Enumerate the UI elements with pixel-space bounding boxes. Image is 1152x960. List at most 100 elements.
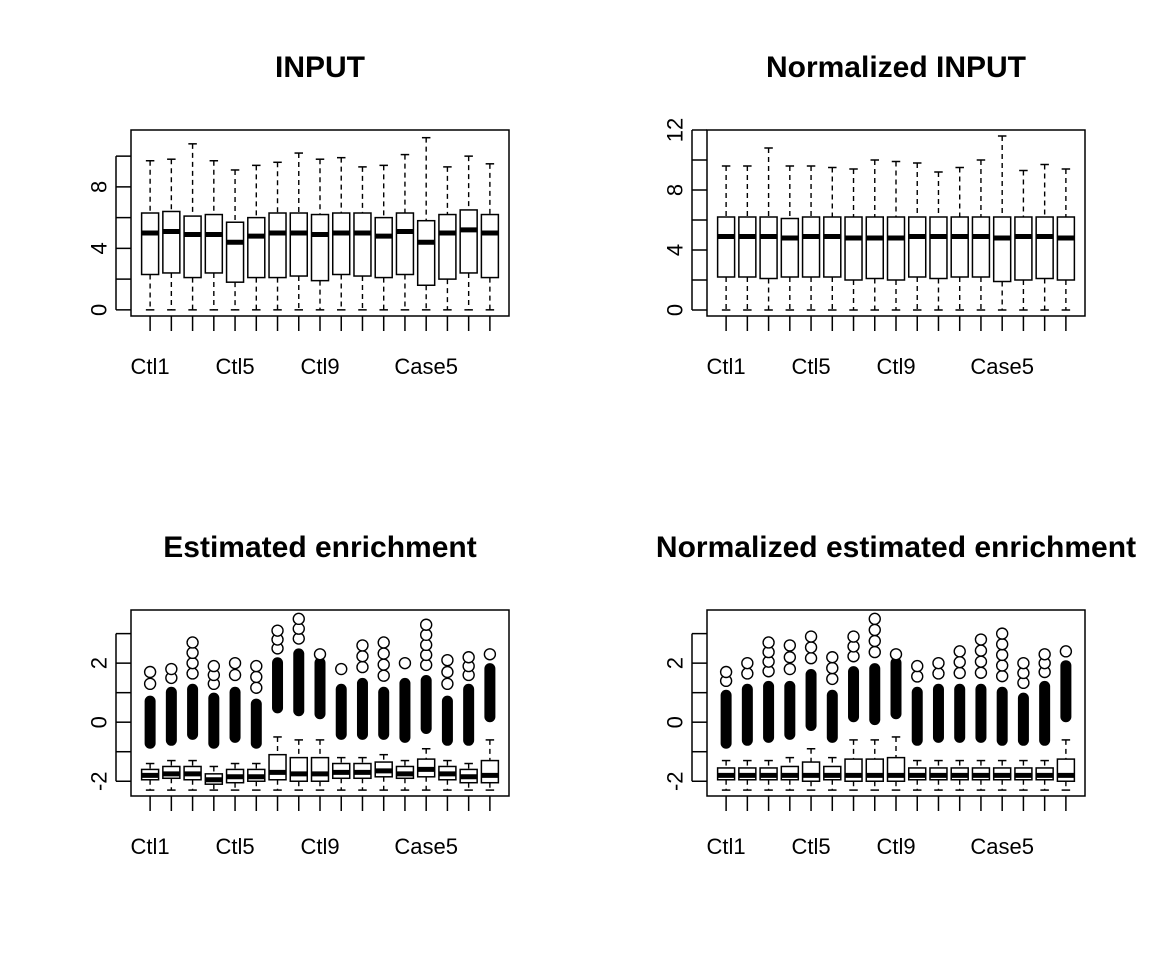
box bbox=[459, 651, 478, 791]
box-body bbox=[310, 756, 330, 782]
y-tick-label: 0 bbox=[663, 716, 688, 728]
outlier-band bbox=[463, 683, 475, 746]
y-tick-label: 2 bbox=[87, 657, 112, 669]
outlier-point bbox=[377, 658, 390, 671]
outlier-band bbox=[741, 683, 753, 746]
box bbox=[823, 166, 842, 311]
y-tick-label: 8 bbox=[663, 184, 688, 196]
box-body bbox=[1014, 216, 1033, 281]
x-tick-label: Ctl1 bbox=[131, 354, 170, 379]
outlier-point bbox=[804, 652, 818, 665]
outlier-point bbox=[165, 662, 178, 676]
outlier-band bbox=[1017, 692, 1029, 746]
outlier-point bbox=[335, 662, 348, 676]
x-tick-label: Ctl5 bbox=[791, 354, 830, 379]
box bbox=[716, 165, 736, 311]
outlier-band bbox=[1039, 680, 1051, 746]
x-tick-label: Ctl1 bbox=[707, 354, 746, 379]
outlier-point bbox=[377, 647, 390, 660]
x-tick-label: Ctl9 bbox=[300, 834, 339, 859]
outlier-point bbox=[143, 677, 157, 691]
outlier-band bbox=[805, 669, 817, 732]
outlier-point bbox=[356, 650, 369, 663]
box bbox=[416, 136, 436, 311]
outlier-point bbox=[441, 653, 454, 667]
outlier-point bbox=[271, 624, 284, 637]
y-tick-label: 8 bbox=[87, 181, 112, 193]
box-body bbox=[759, 216, 778, 280]
box-body bbox=[395, 212, 415, 276]
outlier-band bbox=[144, 695, 156, 749]
box bbox=[204, 159, 224, 311]
x-tick-label: Case5 bbox=[394, 354, 458, 379]
box bbox=[225, 169, 245, 311]
outlier-point bbox=[143, 665, 157, 679]
outlier-band bbox=[208, 692, 220, 749]
outlier-band bbox=[1060, 660, 1072, 723]
box-body bbox=[929, 216, 948, 280]
outlier-band bbox=[784, 680, 796, 740]
box bbox=[374, 636, 393, 791]
box bbox=[289, 152, 309, 311]
box bbox=[438, 653, 457, 791]
outlier-band bbox=[911, 686, 923, 746]
outlier-point bbox=[995, 627, 1009, 640]
box bbox=[395, 656, 415, 791]
box-body bbox=[480, 759, 500, 784]
box-body bbox=[865, 216, 885, 280]
outlier-point bbox=[974, 644, 988, 657]
x-tick-label: Case5 bbox=[970, 834, 1034, 859]
outlier-point bbox=[462, 651, 475, 664]
box-body bbox=[971, 216, 991, 278]
y-tick-label: 2 bbox=[663, 657, 688, 669]
outlier-point bbox=[932, 667, 945, 680]
box bbox=[331, 662, 351, 791]
outlier-point bbox=[847, 630, 860, 643]
box-body bbox=[374, 216, 393, 279]
outlier-band bbox=[187, 683, 199, 740]
box-body bbox=[268, 753, 287, 781]
box bbox=[459, 155, 478, 311]
outlier-band bbox=[165, 686, 177, 746]
box bbox=[971, 159, 991, 311]
outlier-point bbox=[186, 636, 199, 649]
box bbox=[247, 164, 266, 311]
box-body bbox=[459, 209, 478, 274]
outlier-point bbox=[250, 670, 263, 684]
box-body bbox=[331, 212, 351, 276]
outlier-point bbox=[356, 639, 369, 652]
box bbox=[374, 164, 393, 311]
outlier-point bbox=[719, 665, 733, 679]
box bbox=[480, 648, 500, 791]
y-tick-label: 4 bbox=[87, 242, 112, 254]
outlier-point bbox=[953, 666, 966, 680]
outlier-band bbox=[441, 695, 453, 746]
outlier-band bbox=[335, 683, 347, 740]
panel-title: INPUT bbox=[275, 51, 365, 84]
outlier-point bbox=[783, 651, 797, 664]
outlier-band bbox=[293, 648, 305, 717]
box bbox=[886, 648, 906, 791]
box-body bbox=[992, 216, 1012, 283]
box bbox=[865, 612, 885, 791]
box-body bbox=[907, 216, 927, 278]
outlier-point bbox=[826, 651, 839, 664]
outlier-point bbox=[186, 667, 199, 680]
outlier-point bbox=[228, 656, 242, 670]
outlier-point bbox=[995, 638, 1009, 651]
box bbox=[162, 158, 181, 311]
panel-title: Normalized INPUT bbox=[766, 51, 1026, 84]
box bbox=[1035, 163, 1054, 311]
box bbox=[183, 636, 202, 791]
box bbox=[929, 171, 948, 311]
box bbox=[1014, 656, 1033, 791]
box bbox=[1035, 648, 1054, 791]
box bbox=[225, 656, 245, 791]
outlier-point bbox=[953, 655, 966, 669]
box bbox=[1056, 645, 1076, 791]
x-tick-label: Ctl5 bbox=[791, 834, 830, 859]
box-body bbox=[865, 758, 885, 782]
box bbox=[331, 156, 351, 311]
outlier-point bbox=[868, 634, 881, 648]
outlier-point bbox=[377, 636, 390, 649]
